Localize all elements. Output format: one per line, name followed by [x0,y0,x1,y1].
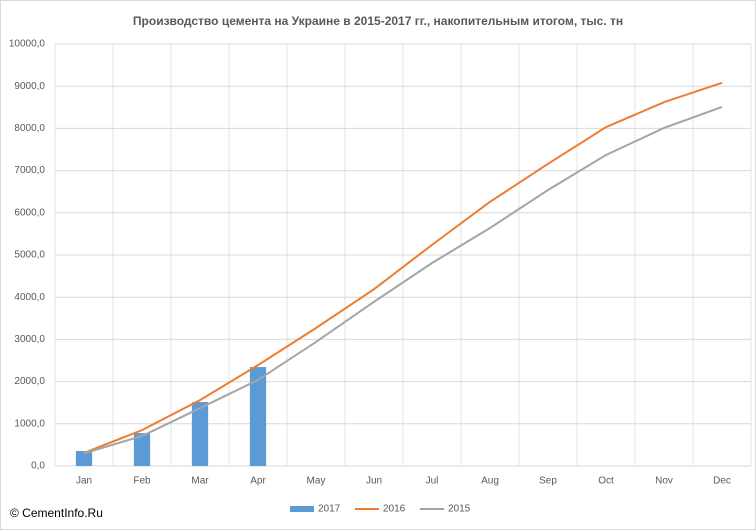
chart-title: Производство цемента на Украине в 2015-2… [133,14,623,28]
x-tick-label: Oct [598,476,614,487]
bar [75,451,93,466]
y-tick-label: 0,0 [31,461,45,472]
y-tick-label: 4000,0 [14,292,45,303]
y-tick-label: 6000,0 [14,207,45,218]
legend-label: 2015 [448,504,471,515]
legend-swatch [290,506,314,512]
x-tick-label: Mar [191,476,209,487]
x-tick-label: Nov [655,476,673,487]
legend-label: 2016 [383,504,406,515]
y-tick-label: 5000,0 [14,250,45,261]
watermark: © CementInfo.Ru [10,506,103,520]
y-tick-label: 7000,0 [14,165,45,176]
line [83,81,723,454]
x-tick-label: Jun [366,476,382,487]
bar [191,402,209,466]
x-tick-label: Dec [713,476,731,487]
y-tick-label: 2000,0 [14,376,45,387]
bar [249,367,267,466]
x-tick-label: May [307,476,326,487]
line [83,105,723,455]
y-tick-label: 8000,0 [14,123,45,134]
y-tick-label: 10000,0 [9,39,46,50]
y-tick-label: 1000,0 [14,418,45,429]
x-tick-label: Sep [539,476,557,487]
y-tick-label: 9000,0 [14,81,45,92]
x-tick-label: Apr [250,476,266,487]
y-tick-label: 3000,0 [14,334,45,345]
legend-label: 2017 [318,504,341,515]
x-tick-label: Jul [426,476,439,487]
bar [133,433,151,466]
x-tick-label: Jan [76,476,92,487]
x-tick-label: Feb [133,476,151,487]
x-tick-label: Aug [481,476,499,487]
